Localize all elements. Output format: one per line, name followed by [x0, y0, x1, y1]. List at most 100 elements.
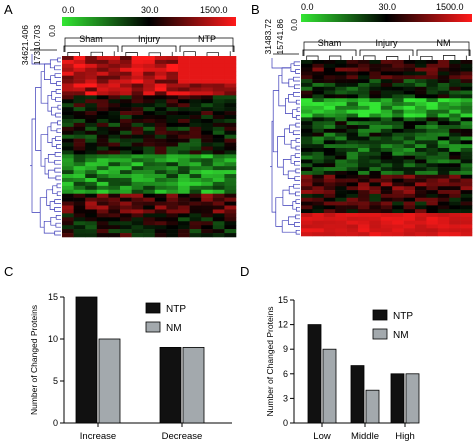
- hm-b-cell: [312, 224, 325, 229]
- hm-a-cell: [189, 197, 202, 202]
- hm-a-cell: [143, 201, 156, 206]
- hm-a-cell: [85, 197, 98, 202]
- hm-b-cell: [449, 178, 461, 183]
- hm-a-cell: [96, 95, 109, 100]
- hm-a-cell: [120, 225, 132, 230]
- hm-a-cell: [131, 225, 144, 230]
- hm-b-cell: [449, 136, 461, 141]
- hm-a-cell: [189, 122, 202, 128]
- hm-a-cell: [131, 229, 144, 234]
- hm-b-cell: [369, 167, 382, 172]
- hm-a-cell: [73, 158, 86, 163]
- hm-b-cell: [358, 186, 370, 191]
- hm-a-cell: [143, 79, 156, 84]
- hm-a-cell: [189, 91, 202, 96]
- hm-a-cell: [120, 170, 132, 175]
- hm-b-cell: [323, 186, 336, 191]
- hm-b-cell: [426, 232, 439, 237]
- hm-a-cell: [62, 134, 74, 139]
- hm-b-cell: [380, 182, 393, 187]
- hm-b-cell: [403, 67, 416, 72]
- hm-b-cell: [323, 98, 336, 103]
- hm-b-cell: [449, 170, 461, 176]
- hm-a-cell: [96, 185, 109, 191]
- hm-b-cell: [358, 98, 370, 103]
- hm-a-cell: [212, 56, 225, 61]
- hm-b-cell: [358, 67, 370, 72]
- hm-b-cell: [449, 125, 461, 130]
- hm-a-cell: [154, 118, 167, 124]
- hm-b-cell: [301, 136, 313, 141]
- hm-a-cell: [189, 83, 202, 88]
- hm-a-cell: [108, 87, 121, 92]
- hm-a-cell: [178, 158, 190, 163]
- hm-a-cell: [96, 209, 109, 214]
- hm-b-cell: [369, 132, 382, 137]
- hm-b-cell: [392, 63, 404, 68]
- hm-b-cell: [335, 228, 347, 233]
- hm-a-cell: [166, 130, 179, 135]
- hm-a-cell: [212, 162, 225, 167]
- hm-b-cell: [312, 182, 325, 187]
- hm-a-cell: [62, 99, 74, 104]
- hm-b-cell: [369, 224, 382, 229]
- hm-b-cell: [460, 82, 473, 88]
- hm-b-cell: [358, 167, 370, 172]
- hm-b-cell: [415, 193, 427, 199]
- hm-b-cell: [369, 128, 382, 133]
- hm-a-cell: [154, 142, 167, 147]
- hm-a-cell: [166, 154, 179, 159]
- hm-b-cell: [301, 148, 313, 153]
- hm-a-cell: [143, 63, 156, 69]
- hm-a-cell: [212, 225, 225, 230]
- hm-a-cell: [120, 79, 132, 84]
- hm-a-cell: [131, 162, 144, 167]
- hm-b-cell: [380, 132, 393, 137]
- hm-a-cell: [189, 205, 202, 210]
- hm-b-cell: [426, 136, 439, 141]
- hm-a-cell: [120, 150, 132, 155]
- hm-b-cell: [335, 178, 347, 183]
- hm-b-cell: [312, 193, 325, 199]
- hm-b-cell: [392, 105, 404, 111]
- hm-a-cell: [120, 154, 132, 159]
- hm-b-cell: [415, 163, 427, 168]
- hm-a-cell: [166, 174, 179, 179]
- hm-b-cell: [392, 148, 404, 153]
- hm-b-cell: [346, 60, 359, 65]
- hm-a-cell: [166, 189, 179, 195]
- hm-b-dendrogram-height-label: 15741.86: [275, 19, 285, 55]
- hm-a-cell: [224, 63, 237, 69]
- hm-b-cell: [449, 86, 461, 91]
- hm-a-cell: [120, 107, 132, 112]
- hm-a-cell: [212, 217, 225, 222]
- hm-a-cell: [143, 138, 156, 143]
- hm-a-cell: [96, 142, 109, 147]
- hm-a-cell: [131, 217, 144, 222]
- hm-a-cell: [224, 162, 237, 167]
- hm-a-cell: [189, 130, 202, 135]
- hm-a-cell: [224, 225, 237, 230]
- hm-b-cell: [380, 155, 393, 160]
- hm-b-cell: [392, 197, 404, 202]
- hm-a-cell: [143, 75, 156, 80]
- hm-b-cell: [323, 94, 336, 99]
- hm-b-cell: [335, 79, 347, 84]
- hm-a-cell: [189, 71, 202, 76]
- hm-a-cell: [73, 59, 86, 65]
- hm-b-cell: [415, 201, 427, 206]
- hm-a-cell: [96, 56, 109, 61]
- hm-a-cell: [224, 189, 237, 195]
- hm-a-cell: [85, 185, 98, 191]
- hm-a-cell: [224, 99, 237, 104]
- hm-b-cell: [437, 193, 450, 199]
- hm-b-cell: [380, 209, 393, 214]
- hm-a-cell: [154, 138, 167, 143]
- hm-b-cell: [426, 163, 439, 168]
- hm-a-cell: [189, 111, 202, 116]
- hm-a-cell: [178, 134, 190, 139]
- hm-a-cell: [189, 63, 202, 69]
- hm-a-cell: [62, 150, 74, 155]
- hm-a-cell: [224, 217, 237, 222]
- hm-b-cell: [380, 109, 393, 114]
